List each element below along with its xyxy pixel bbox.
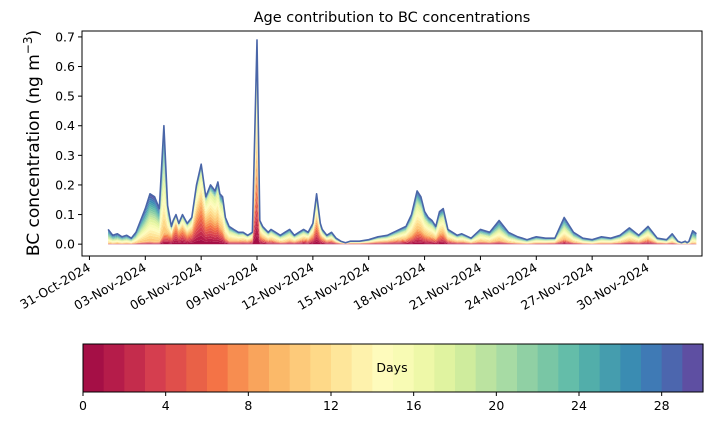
age-band <box>108 235 697 245</box>
colorbar-cell <box>269 344 291 392</box>
colorbar-tick-label: 4 <box>162 398 170 413</box>
colorbar-cell <box>227 344 249 392</box>
chart-title: Age contribution to BC concentrations <box>254 10 531 26</box>
age-bands <box>108 39 697 245</box>
colorbar-tick-label: 24 <box>571 398 587 413</box>
plot-frame <box>81 30 703 257</box>
series-line-total-bc <box>107 39 697 244</box>
colorbar-cell <box>517 344 539 392</box>
colorbar-cell <box>372 344 394 392</box>
colorbar-cell <box>186 344 208 392</box>
colorbar-cell <box>207 344 229 392</box>
colorbar-cell <box>537 344 559 392</box>
y-tick-label: 0.0 <box>55 237 75 252</box>
y-tick-label: 0.1 <box>55 207 75 222</box>
y-tick-label: 0.2 <box>55 177 75 192</box>
colorbar-cell <box>103 344 125 392</box>
y-axis-label-close: ) <box>24 30 44 37</box>
y-axis: 0.0 0.1 0.2 0.3 0.4 0.5 0.6 0.7 <box>55 29 82 252</box>
plot-area <box>107 39 697 245</box>
colorbar-tick-label: 8 <box>244 398 252 413</box>
colorbar-tick-label: 12 <box>323 398 339 413</box>
svg-text:BC concentration (ng m−3): BC concentration (ng m−3) <box>21 30 44 256</box>
colorbar-cell <box>413 344 435 392</box>
colorbar-cell <box>331 344 353 392</box>
colorbar-cell <box>165 344 187 392</box>
colorbar-cell <box>351 344 373 392</box>
colorbar-cell <box>682 344 704 392</box>
y-axis-label-main: BC concentration (ng m <box>24 54 44 256</box>
y-tick-label: 0.5 <box>55 89 75 104</box>
y-tick-label: 0.4 <box>55 118 75 133</box>
colorbar-cell <box>599 344 621 392</box>
colorbar-tick-label: 16 <box>406 398 422 413</box>
colorbar-cell <box>641 344 663 392</box>
y-axis-label-exponent: −3 <box>21 36 35 54</box>
y-axis-label: BC concentration (ng m−3) <box>21 30 44 256</box>
y-tick-label: 0.3 <box>55 148 75 163</box>
colorbar-tick-label: 20 <box>488 398 504 413</box>
age-band <box>108 216 697 245</box>
colorbar-cell <box>455 344 477 392</box>
colorbar-cell <box>475 344 497 392</box>
colorbar-cell <box>579 344 601 392</box>
colorbar-tick-label: 0 <box>79 398 87 413</box>
y-tick-label: 0.6 <box>55 59 75 74</box>
colorbar-cell <box>145 344 167 392</box>
colorbar-cell <box>289 344 311 392</box>
colorbar <box>83 344 704 392</box>
age-band <box>108 207 697 245</box>
colorbar-cell <box>620 344 642 392</box>
colorbar-cell <box>310 344 332 392</box>
colorbar-frame <box>82 343 704 393</box>
colorbar-cell <box>248 344 270 392</box>
colorbar-tick-label: 28 <box>654 398 670 413</box>
colorbar-cell <box>496 344 518 392</box>
colorbar-cell <box>558 344 580 392</box>
colorbar-cell <box>661 344 683 392</box>
age-band <box>108 225 697 245</box>
colorbar-axis: 0 4 8 12 16 20 24 28 <box>79 392 670 413</box>
colorbar-cell <box>83 344 105 392</box>
x-axis: 31-Oct-202403-Nov-202406-Nov-202409-Nov-… <box>17 256 652 313</box>
y-tick-label: 0.7 <box>55 29 75 44</box>
colorbar-label: Days <box>376 360 407 375</box>
colorbar-cell <box>393 344 415 392</box>
colorbar-cell <box>124 344 146 392</box>
colorbar-cell <box>434 344 456 392</box>
